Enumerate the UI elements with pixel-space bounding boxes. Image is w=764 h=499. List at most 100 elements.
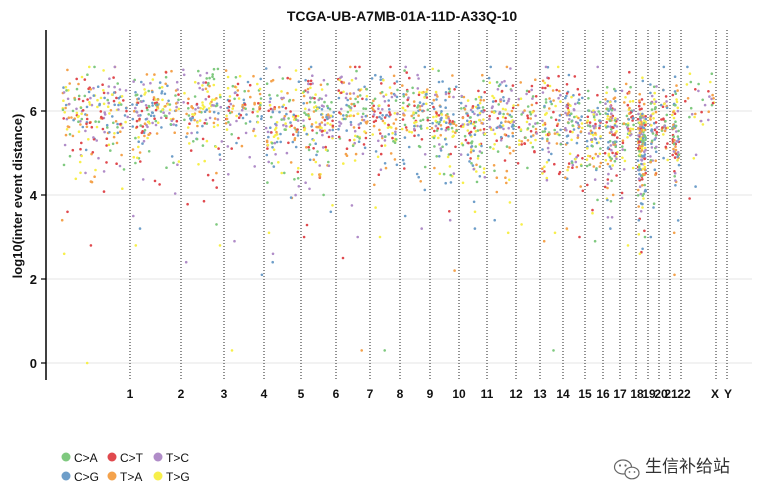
mutation-point — [639, 192, 643, 196]
mutation-point — [594, 152, 598, 156]
mutation-point — [75, 77, 78, 81]
mutation-point — [650, 94, 654, 98]
mutation-point — [202, 81, 205, 84]
mutation-point — [396, 112, 399, 116]
mutation-point — [534, 138, 537, 142]
mutation-point — [205, 122, 209, 125]
mutation-point — [541, 91, 545, 94]
mutation-point — [80, 154, 83, 158]
mutation-point — [610, 148, 613, 152]
mutation-point — [466, 153, 470, 156]
mutation-point — [488, 81, 492, 84]
mutation-point — [497, 84, 501, 88]
mutation-point — [579, 118, 582, 122]
chromosome-label-12: 12 — [509, 387, 523, 401]
mutation-point — [671, 93, 675, 97]
mutation-point — [466, 119, 469, 123]
mutation-point — [639, 210, 643, 213]
mutation-point — [349, 65, 352, 69]
mutation-point — [466, 114, 470, 117]
mutation-point — [68, 102, 71, 106]
mutation-point — [64, 85, 68, 89]
mutation-point — [117, 103, 120, 107]
mutation-point — [63, 143, 67, 147]
mutation-point — [361, 97, 364, 101]
mutation-point — [650, 139, 654, 143]
mutation-point — [189, 149, 193, 152]
mutation-point — [710, 103, 714, 107]
mutation-point — [604, 98, 607, 101]
mutation-point — [637, 177, 641, 180]
mutation-point — [528, 110, 532, 114]
mutation-point — [541, 167, 544, 170]
mutation-point — [203, 110, 207, 113]
mutation-point — [208, 102, 212, 105]
mutation-point — [507, 99, 510, 103]
mutation-point — [88, 103, 92, 106]
mutation-point — [338, 124, 341, 128]
mutation-point — [476, 129, 480, 132]
mutation-point — [153, 117, 156, 120]
mutation-point — [586, 147, 589, 150]
mutation-point — [571, 130, 574, 134]
mutation-point — [117, 96, 121, 100]
mutation-point — [296, 170, 300, 174]
mutation-point — [438, 155, 441, 158]
mutation-point — [508, 178, 511, 182]
mutation-point — [607, 172, 610, 176]
mutation-point — [610, 128, 613, 131]
mutation-point — [637, 104, 641, 108]
mutation-point — [472, 149, 475, 153]
mutation-point — [193, 95, 197, 98]
mutation-point — [598, 152, 602, 156]
mutation-point — [420, 138, 424, 141]
mutation-point — [169, 123, 173, 126]
mutation-point — [497, 103, 501, 106]
mutation-point — [123, 114, 127, 117]
mutation-point — [478, 118, 481, 122]
mutation-point — [379, 152, 383, 156]
mutation-point — [526, 127, 530, 130]
mutation-point — [393, 112, 397, 115]
mutation-point — [84, 129, 87, 133]
mutation-point — [606, 198, 609, 202]
mutation-point — [349, 120, 353, 124]
mutation-point — [350, 102, 354, 106]
mutation-point — [434, 93, 437, 97]
mutation-point — [534, 127, 538, 131]
mutation-point — [177, 93, 180, 96]
mutation-point — [268, 103, 272, 107]
mutation-point — [312, 147, 315, 150]
mutation-point — [664, 119, 667, 123]
mutation-point — [558, 114, 562, 117]
mutation-point — [454, 124, 458, 127]
mutation-point — [407, 145, 411, 149]
mutation-point — [87, 87, 90, 91]
mutation-point — [203, 121, 206, 125]
mutation-point — [439, 147, 443, 150]
mutation-point — [174, 94, 177, 97]
mutation-point — [174, 89, 178, 92]
mutation-point — [644, 115, 647, 118]
mutation-point — [87, 138, 90, 141]
mutation-point — [674, 124, 678, 128]
mutation-point — [342, 81, 346, 84]
mutation-point — [318, 126, 322, 129]
mutation-point — [220, 140, 224, 143]
mutation-point — [674, 179, 677, 182]
mutation-point — [500, 81, 504, 84]
mutation-point — [416, 87, 420, 90]
mutation-point — [215, 97, 218, 100]
mutation-point — [292, 113, 296, 117]
mutation-point — [131, 148, 135, 151]
mutation-point — [84, 148, 88, 152]
mutation-point — [80, 141, 83, 145]
mutation-point — [690, 112, 694, 116]
mutation-point — [212, 121, 216, 125]
mutation-point — [325, 131, 329, 135]
mutation-point — [649, 118, 652, 121]
mutation-point — [448, 90, 452, 93]
mutation-point — [623, 101, 626, 104]
mutation-point — [526, 114, 529, 117]
mutation-point — [675, 130, 678, 133]
